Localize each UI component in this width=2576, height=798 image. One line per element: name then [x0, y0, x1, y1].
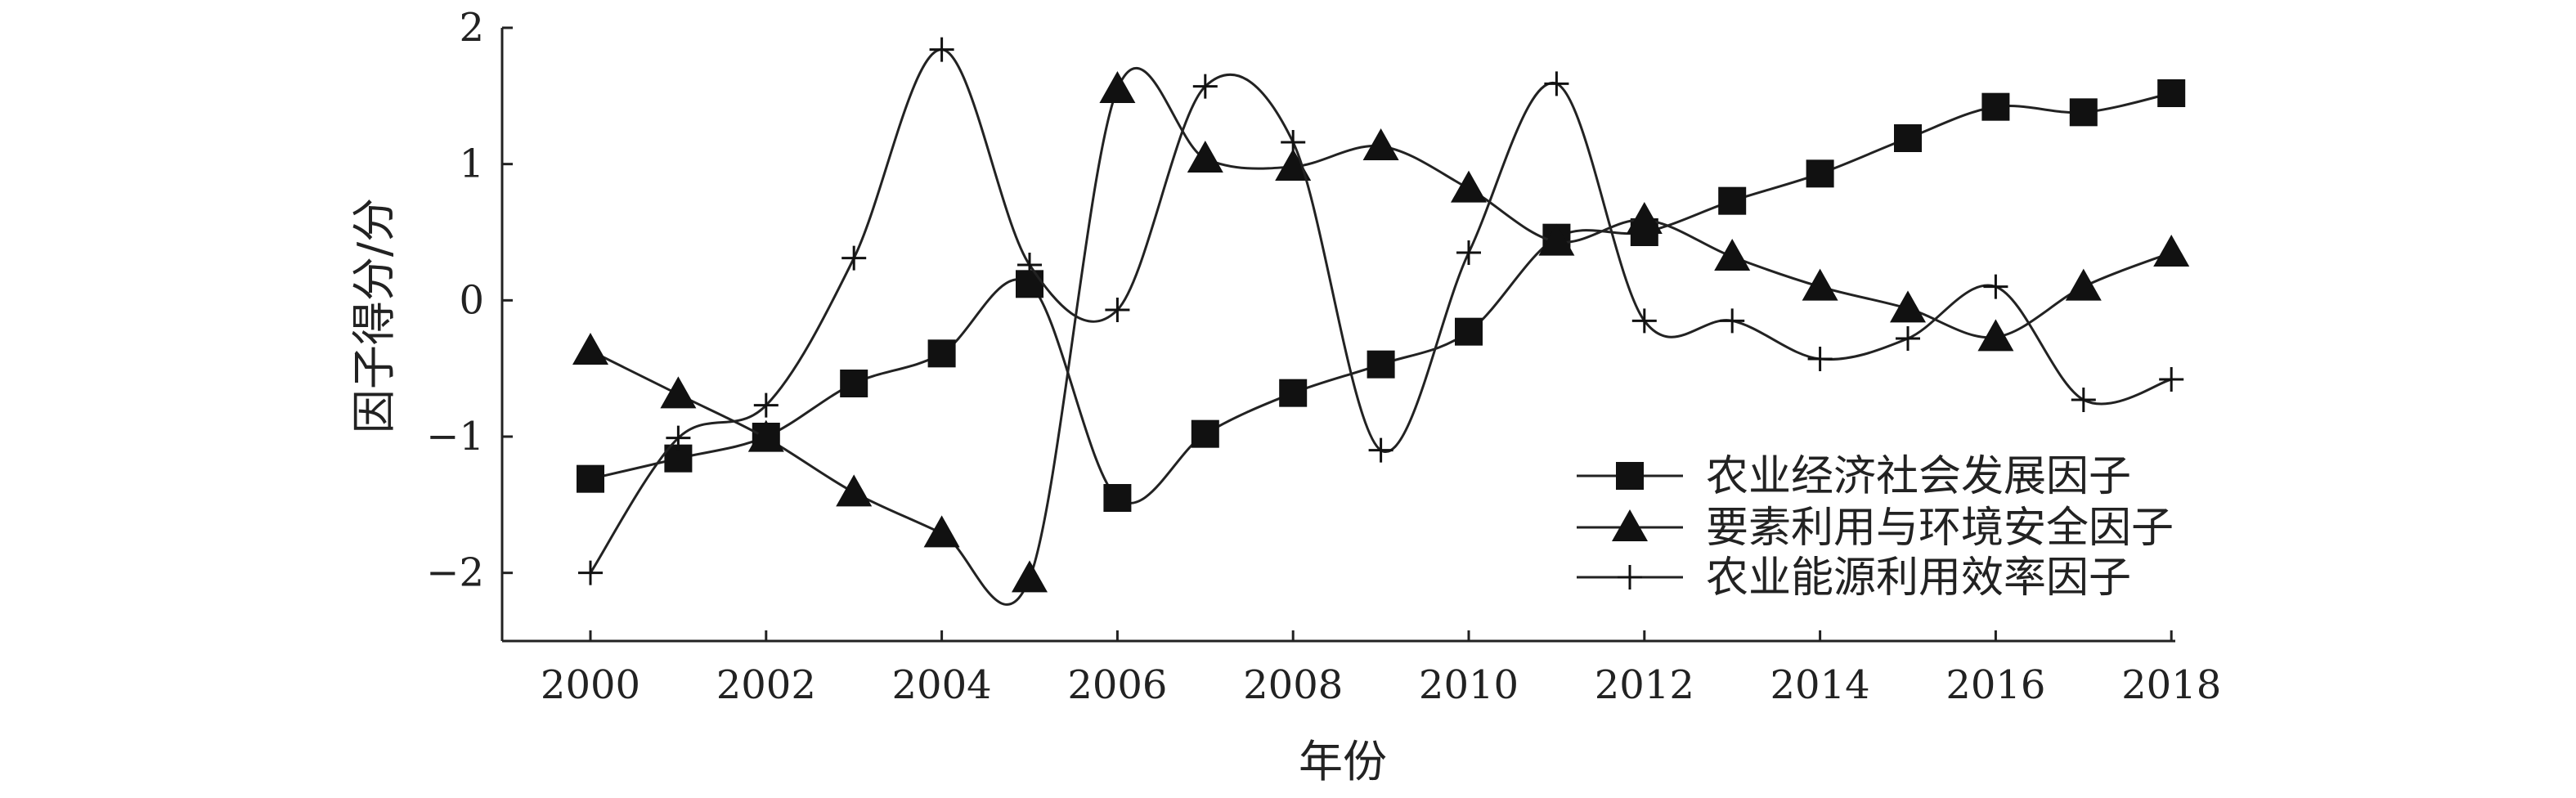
triangle-marker: [1451, 170, 1487, 203]
square-marker: [1718, 186, 1747, 215]
legend-label: 农业经济社会发展因子: [1706, 452, 2131, 501]
square-marker: [1894, 124, 1922, 152]
plus-marker: [841, 245, 867, 271]
triangle-marker: [1977, 319, 2014, 352]
series-3: [578, 37, 2184, 585]
y-axis-title: 因子得分/分: [348, 198, 400, 433]
x-axis-title: 年份: [1299, 736, 1387, 787]
plus-marker: [2159, 367, 2184, 392]
x-tick-label: 2018: [2121, 662, 2221, 708]
legend-label: 要素利用与环境安全因子: [1706, 504, 2174, 553]
square-marker: [1367, 350, 1395, 379]
axes-layer: 2 1 0 −1 −2 2000 2002 2004 2006 2008 2010 2012 2014 2…: [426, 5, 2221, 708]
y-tick-label: −2: [426, 550, 484, 596]
triangle-marker: [1099, 71, 1136, 103]
x-tick-label: 2004: [892, 662, 992, 708]
plus-marker: [1983, 274, 2008, 299]
plus-marker: [753, 392, 779, 418]
legend-triangle-marker: [1612, 509, 1648, 541]
plus-marker: [2071, 388, 2096, 412]
legend-item: 要素利用与环境安全因子: [1577, 504, 2174, 553]
plus-marker: [1281, 130, 1306, 155]
triangle-marker: [1012, 560, 1048, 593]
plus-marker: [1807, 347, 1833, 371]
y-tick-label: −1: [426, 414, 484, 460]
square-marker: [2069, 98, 2098, 127]
legend-item: 农业经济社会发展因子: [1577, 452, 2131, 501]
legend-item: 农业能源利用效率因子: [1577, 554, 2131, 603]
square-marker: [2157, 79, 2186, 107]
y-tick-label: 1: [459, 141, 484, 187]
square-marker: [840, 370, 868, 397]
plus-marker: [1017, 253, 1042, 277]
series-line: [589, 48, 2172, 574]
plus-marker: [1896, 326, 1920, 351]
legend-square-marker: [1616, 462, 1644, 490]
plus-marker: [1720, 308, 1745, 334]
triangle-marker: [1890, 290, 1926, 323]
triangle-marker: [747, 419, 784, 452]
square-marker: [1806, 159, 1834, 188]
square-marker: [927, 339, 956, 368]
x-tick-label: 2008: [1243, 662, 1343, 708]
legend-plus-marker: [1618, 565, 1642, 590]
plus-marker: [1368, 437, 1393, 463]
plus-marker: [666, 425, 691, 451]
triangle-marker: [1802, 268, 1838, 301]
square-marker: [577, 464, 604, 493]
series-layer: [572, 37, 2190, 606]
plus-marker: [929, 37, 954, 62]
plus-marker: [1192, 74, 1218, 99]
square-marker: [1103, 484, 1132, 512]
plus-marker: [1544, 71, 1569, 96]
legend-label: 农业能源利用效率因子: [1706, 554, 2131, 603]
x-tick-label: 2010: [1419, 662, 1519, 708]
x-tick-label: 2016: [1945, 662, 2045, 708]
series-2: [572, 66, 2190, 606]
triangle-marker: [660, 376, 697, 409]
triangle-marker: [1275, 149, 1312, 181]
x-tick-label: 2002: [716, 662, 816, 708]
y-tick-label: 2: [459, 5, 484, 51]
triangle-marker: [836, 474, 873, 507]
plus-marker: [1456, 240, 1481, 265]
triangle-marker: [1538, 223, 1575, 256]
plus-marker: [1631, 308, 1657, 334]
square-marker: [1981, 92, 2010, 121]
triangle-marker: [923, 515, 960, 548]
plus-marker: [1105, 298, 1130, 322]
x-tick-label: 2000: [541, 662, 640, 708]
square-marker: [1455, 317, 1483, 346]
triangle-marker: [1362, 128, 1399, 160]
triangle-marker: [2153, 235, 2190, 267]
triangle-marker: [1626, 202, 1663, 234]
triangle-marker: [1187, 141, 1223, 173]
triangle-marker: [1714, 239, 1751, 271]
square-marker: [1191, 419, 1219, 448]
x-tick-label: 2012: [1595, 662, 1694, 708]
square-marker: [1279, 379, 1308, 407]
plus-marker: [578, 560, 603, 585]
y-tick-label: 0: [459, 277, 484, 323]
triangle-marker: [2065, 268, 2102, 301]
x-tick-label: 2014: [1770, 662, 1870, 708]
x-tick-label: 2006: [1067, 662, 1167, 708]
triangle-marker: [572, 333, 608, 365]
